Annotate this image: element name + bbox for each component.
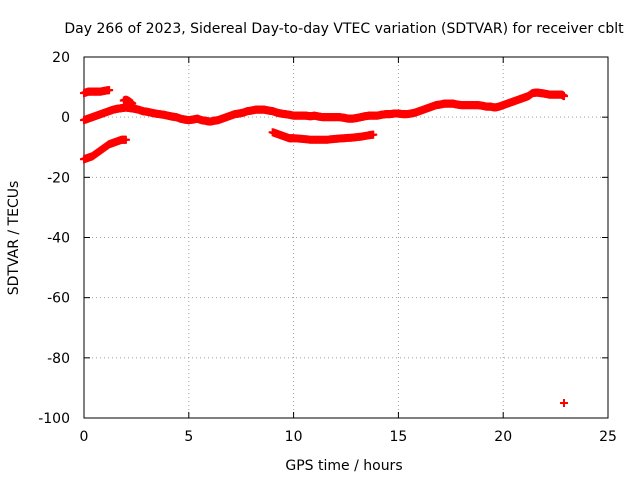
data-point-interp [121,135,130,144]
x-tick-label: 10 [285,429,303,445]
series-main-trace [80,88,568,126]
x-tick-label: 0 [80,429,89,445]
series-upper-arc [80,86,114,98]
y-tick-label: -20 [47,170,70,186]
x-axis-label: GPS time / hours [285,458,402,474]
x-tick-label: 20 [494,429,512,445]
x-tick-label: 15 [389,429,407,445]
y-tick-labels: -100 -80 -60 -40 -20 0 20 [38,50,70,427]
data-point-interp [127,99,136,108]
series-lower-arc-start [80,135,130,164]
y-tick-label: 20 [52,50,70,66]
x-tick-label: 5 [184,429,193,445]
y-tick-label: 0 [61,110,70,126]
data-point [559,398,568,407]
y-tick-label: -100 [38,411,70,427]
y-axis-label: SDTVAR / TECUs [6,181,22,296]
x-tick-label: 25 [599,429,617,445]
series-outlier [559,398,568,407]
y-tick-label: -80 [47,351,70,367]
data-point-interp [559,91,568,100]
series-mid-negative-arc [268,128,378,144]
data-point-interp [368,130,377,139]
y-tick-label: -60 [47,291,70,307]
axis-ticks [83,56,609,419]
y-tick-label: -40 [47,231,70,247]
x-tick-labels: 0 5 10 15 20 25 [80,429,617,445]
data-points [80,86,568,407]
series-small-bump [119,95,137,108]
chart-title: Day 266 of 2023, Sidereal Day-to-day VTE… [64,21,624,37]
data-point-interp [104,86,113,95]
